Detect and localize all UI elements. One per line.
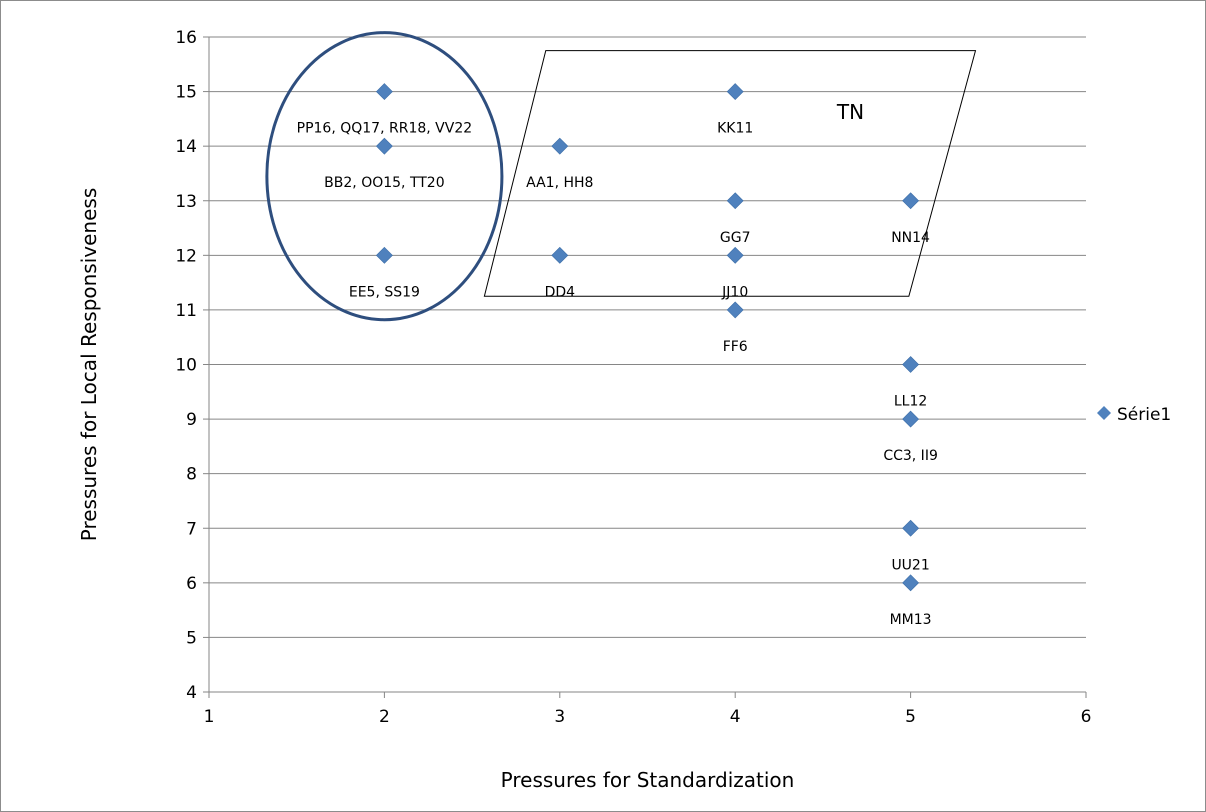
y-tick-label: 13 bbox=[175, 192, 197, 212]
y-tick-label: 5 bbox=[186, 628, 197, 648]
x-tick-label: 6 bbox=[1081, 707, 1092, 727]
y-tick-label: 14 bbox=[175, 137, 197, 157]
point-label: BB2, OO15, TT20 bbox=[324, 175, 444, 191]
x-tick-label: 4 bbox=[730, 707, 741, 727]
gridlines bbox=[209, 36, 1086, 638]
point-label: MM13 bbox=[890, 612, 932, 628]
y-tick-label: 4 bbox=[186, 683, 197, 703]
x-tick-label: 1 bbox=[204, 707, 215, 727]
data-point bbox=[726, 83, 744, 101]
point-label: GG7 bbox=[720, 230, 751, 246]
x-tick-label: 2 bbox=[379, 707, 390, 727]
point-label: JJ10 bbox=[721, 284, 748, 300]
point-label: KK11 bbox=[717, 121, 753, 137]
data-point bbox=[375, 83, 393, 101]
data-points bbox=[375, 83, 920, 592]
data-point bbox=[551, 137, 569, 155]
y-tick-label: 7 bbox=[186, 519, 197, 539]
y-tick-label: 6 bbox=[186, 574, 197, 594]
x-tick-label: 3 bbox=[554, 707, 565, 727]
tn-parallelogram bbox=[483, 50, 977, 297]
y-tick-label: 8 bbox=[186, 465, 197, 485]
point-label: LL12 bbox=[894, 394, 927, 410]
y-tick-label: 15 bbox=[175, 83, 197, 103]
point-label: AA1, HH8 bbox=[526, 175, 593, 191]
x-axis-title: Pressures for Standardization bbox=[501, 768, 795, 792]
point-label: CC3, II9 bbox=[883, 448, 938, 464]
point-label: DD4 bbox=[545, 284, 576, 300]
tn-label: TN bbox=[836, 100, 864, 124]
point-label: NN14 bbox=[891, 230, 930, 246]
data-point bbox=[726, 192, 744, 210]
point-label: FF6 bbox=[723, 339, 748, 355]
y-axis-title: Pressures for Local Responsiveness bbox=[77, 188, 101, 542]
data-point bbox=[726, 246, 744, 264]
legend-label: Série1 bbox=[1117, 405, 1171, 425]
highlight-ellipse bbox=[265, 31, 504, 322]
y-tick-label: 11 bbox=[175, 301, 197, 321]
legend: Série1 bbox=[1097, 405, 1171, 425]
y-tick-label: 12 bbox=[175, 246, 197, 266]
data-point bbox=[726, 301, 744, 319]
y-tick-label: 10 bbox=[175, 356, 197, 376]
data-point bbox=[551, 246, 569, 264]
point-label: PP16, QQ17, RR18, VV22 bbox=[297, 121, 473, 137]
data-point bbox=[375, 246, 393, 264]
y-tick-label: 16 bbox=[175, 28, 197, 48]
data-point bbox=[902, 574, 920, 592]
data-point bbox=[902, 410, 920, 428]
data-point bbox=[375, 137, 393, 155]
axes bbox=[203, 36, 1087, 698]
data-point bbox=[902, 356, 920, 373]
data-point bbox=[902, 519, 920, 537]
x-tick-label: 5 bbox=[905, 707, 916, 727]
point-labels: PP16, QQ17, RR18, VV22 BB2, OO15, TT20 EE5… bbox=[297, 121, 938, 628]
point-label: EE5, SS19 bbox=[349, 284, 420, 300]
y-tick-label: 9 bbox=[186, 410, 197, 430]
legend-marker bbox=[1097, 406, 1111, 420]
data-point bbox=[902, 192, 920, 210]
point-label: UU21 bbox=[891, 557, 929, 573]
annotations: TN bbox=[265, 31, 977, 322]
